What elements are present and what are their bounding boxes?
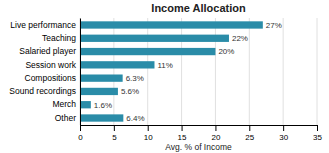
grid-line <box>80 18 81 125</box>
data-label: 5.6% <box>121 87 139 96</box>
x-tick-label: 20 <box>211 133 220 142</box>
bar <box>80 88 118 95</box>
y-tick: Merch <box>52 99 76 109</box>
x-tick: 30 <box>279 125 288 142</box>
y-tick-label: Session work <box>25 60 76 70</box>
y-tick-label: Other <box>55 113 76 123</box>
y-axis-line <box>80 19 81 126</box>
y-tick: Session work <box>25 60 76 70</box>
x-tick-mark <box>182 125 183 131</box>
x-tick-mark <box>80 125 81 131</box>
x-tick-label: 5 <box>112 133 117 142</box>
grid-line <box>249 18 250 125</box>
x-tick: 10 <box>144 125 153 142</box>
x-axis-title: Avg. % of Income <box>165 142 232 152</box>
x-tick-mark <box>148 125 149 131</box>
grid-line <box>181 18 182 125</box>
x-tick-label: 35 <box>313 133 322 142</box>
x-axis-line <box>81 125 318 126</box>
y-tick: Teaching <box>42 33 76 43</box>
x-tick-label: 15 <box>178 133 187 142</box>
grid <box>80 18 317 125</box>
y-tick: Sound recordings <box>9 86 76 96</box>
x-tick: 0 <box>78 125 83 142</box>
data-label: 6.3% <box>126 74 144 83</box>
bar <box>80 35 229 42</box>
y-tick: Salaried player <box>19 46 76 56</box>
x-tick-mark <box>317 125 318 131</box>
bar <box>80 114 123 121</box>
bar <box>80 101 91 108</box>
data-labels: 6.4% 1.6% 5.6% 6.3% 11% 20% 22% 27% <box>94 21 282 123</box>
y-tick-label: Live performance <box>10 20 76 30</box>
x-tick: 20 <box>211 125 220 142</box>
grid-line <box>283 18 284 125</box>
y-tick: Live performance <box>10 20 76 30</box>
plot: 0 5 10 15 20 25 30 35 Other Merch Sound recordings… <box>9 18 322 142</box>
bar <box>80 21 263 28</box>
bar <box>80 74 123 81</box>
data-label: 6.4% <box>126 114 144 123</box>
y-tick: Other <box>55 113 76 123</box>
y-tick-label: Salaried player <box>19 46 76 56</box>
data-label: 22% <box>232 34 248 43</box>
x-tick-label: 0 <box>78 133 83 142</box>
bars <box>80 21 263 121</box>
data-label: 1.6% <box>94 101 112 110</box>
title: Income Allocation <box>151 2 246 14</box>
x-axis: 0 5 10 15 20 25 30 35 <box>78 125 322 142</box>
y-tick-label: Merch <box>52 99 76 109</box>
grid-line <box>113 18 114 125</box>
x-tick: 5 <box>112 125 117 142</box>
y-tick-label: Teaching <box>42 33 76 43</box>
x-tick-mark <box>114 125 115 131</box>
data-label: 11% <box>157 61 172 70</box>
x-tick: 25 <box>245 125 254 142</box>
x-tick-label: 10 <box>144 133 153 142</box>
grid-line <box>317 18 318 125</box>
x-tick-label: 30 <box>279 133 288 142</box>
data-label: 20% <box>218 47 234 56</box>
data-label: 27% <box>266 21 282 30</box>
bar <box>80 61 154 68</box>
grid-line <box>147 18 148 125</box>
y-axis: Other Merch Sound recordings Compositions Se… <box>9 19 80 126</box>
chart: 0 5 10 15 20 25 30 35 Other Merch Sound recordings… <box>0 0 329 153</box>
x-tick-label: 25 <box>245 133 254 142</box>
x-tick: 15 <box>178 125 187 142</box>
x-tick-mark <box>215 125 216 131</box>
x-tick: 35 <box>313 125 322 142</box>
grid-line <box>215 18 216 125</box>
x-tick-mark <box>283 125 284 131</box>
y-tick-label: Compositions <box>25 73 77 83</box>
y-tick-label: Sound recordings <box>9 86 76 96</box>
x-tick-mark <box>249 125 250 131</box>
bar <box>80 48 215 55</box>
y-tick: Compositions <box>25 73 77 83</box>
